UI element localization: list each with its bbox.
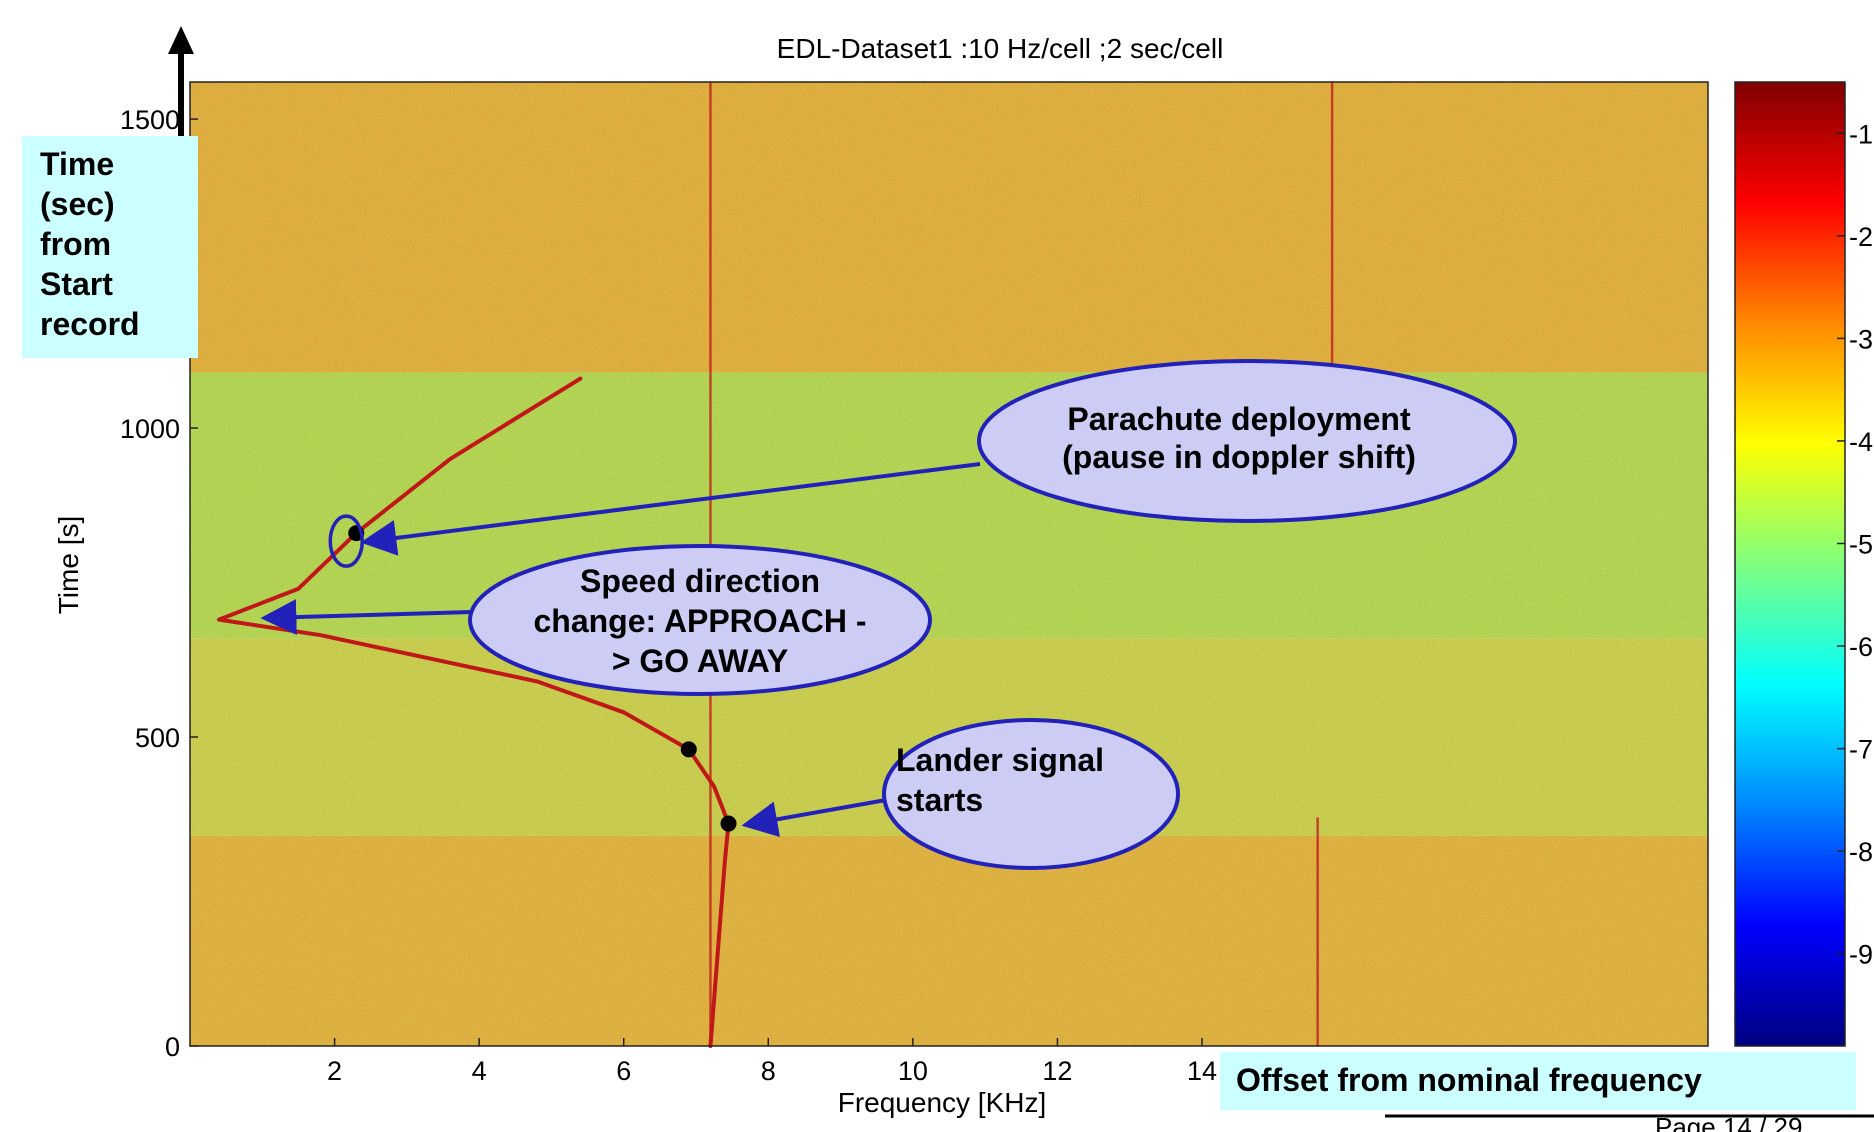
x-tick-label: 6 [616,1056,631,1086]
annotation-text: change: APPROACH - [533,603,866,639]
plot-frame [189,81,1709,1047]
annotation-text: (pause in doppler shift) [1062,439,1416,475]
annotation-lander: Lander signal starts [741,718,1180,870]
colorbar-tick-label: -9 [1849,940,1873,970]
annotation-speed: Speed direction change: APPROACH - > GO AW… [260,544,932,696]
signal-trace [216,376,731,1048]
offset-note-text: Offset from nominal frequency [1236,1062,1702,1098]
x-tick-label: 14 [1187,1056,1217,1086]
annotation-arrow [360,462,981,556]
chart-title: EDL-Dataset1 :10 Hz/cell ;2 sec/cell [777,33,1224,64]
annotation-text: starts [896,782,983,818]
y-tick-label: 0 [165,1032,180,1062]
x-tick-label: 4 [472,1056,487,1086]
plot-area [190,82,1708,1048]
time-note-line: from [40,226,112,262]
x-tick-label: 10 [898,1056,928,1086]
time-up-arrow-head [168,26,194,54]
colorbar-tick-label: -1 [1849,119,1873,149]
colorbar: -1 -2 -3 -4 -5 -6 -7 -8 -9 [1734,81,1873,1047]
x-tick-label: 2 [327,1056,342,1086]
offset-note: Offset from nominal frequency [1220,1052,1856,1110]
annotation-bubble [468,544,932,696]
time-axis-note: Time (sec) from Start record [22,136,198,358]
time-note-line: Time [40,146,115,182]
annotation-bubble [882,718,1180,870]
colorbar-tick-label: -8 [1849,837,1873,867]
colorbar-tick-label: -3 [1849,324,1873,354]
colorbar-tick-label: -2 [1849,222,1873,252]
xlabel: Frequency [KHz] [838,1087,1047,1118]
time-note-line: (sec) [40,186,115,222]
ylabel: Time [s] [53,516,84,615]
annotation-text: Parachute deployment [1067,401,1411,437]
colorbar-scale [1734,81,1846,1047]
colorbar-tick-label: -4 [1849,427,1873,457]
time-note-line: record [40,306,140,342]
x-tick-label: 8 [761,1056,776,1086]
colorbar-tick-label: -7 [1849,735,1873,765]
annotation-parachute: Parachute deployment(pause in doppler sh… [360,359,1517,556]
event-marker [720,815,737,832]
axes: 2 4 6 8 10 12 14 0 500 1000 1500 [120,81,1709,1086]
noise-texture [190,82,1708,1046]
annotation-arrow [741,798,887,838]
y-tick-label: 500 [135,723,180,753]
annotations: Parachute deployment(pause in doppler sh… [260,359,1517,870]
annotation-text: Speed direction [580,563,820,599]
time-note-line: Start [40,266,113,302]
colorbar-tick-label: -5 [1849,529,1873,559]
annotation-text: > GO AWAY [612,643,788,679]
x-tick-label: 12 [1042,1056,1072,1086]
y-tick-label: 1500 [120,105,180,135]
y-tick-label: 1000 [120,414,180,444]
annotation-bubble [977,359,1517,523]
annotation-arrow [260,599,473,636]
page-number: Page 14 / 29 [1655,1112,1803,1132]
colorbar-tick-label: -6 [1849,632,1873,662]
event-marker [680,741,697,758]
annotation-text: Lander signal [896,742,1104,778]
